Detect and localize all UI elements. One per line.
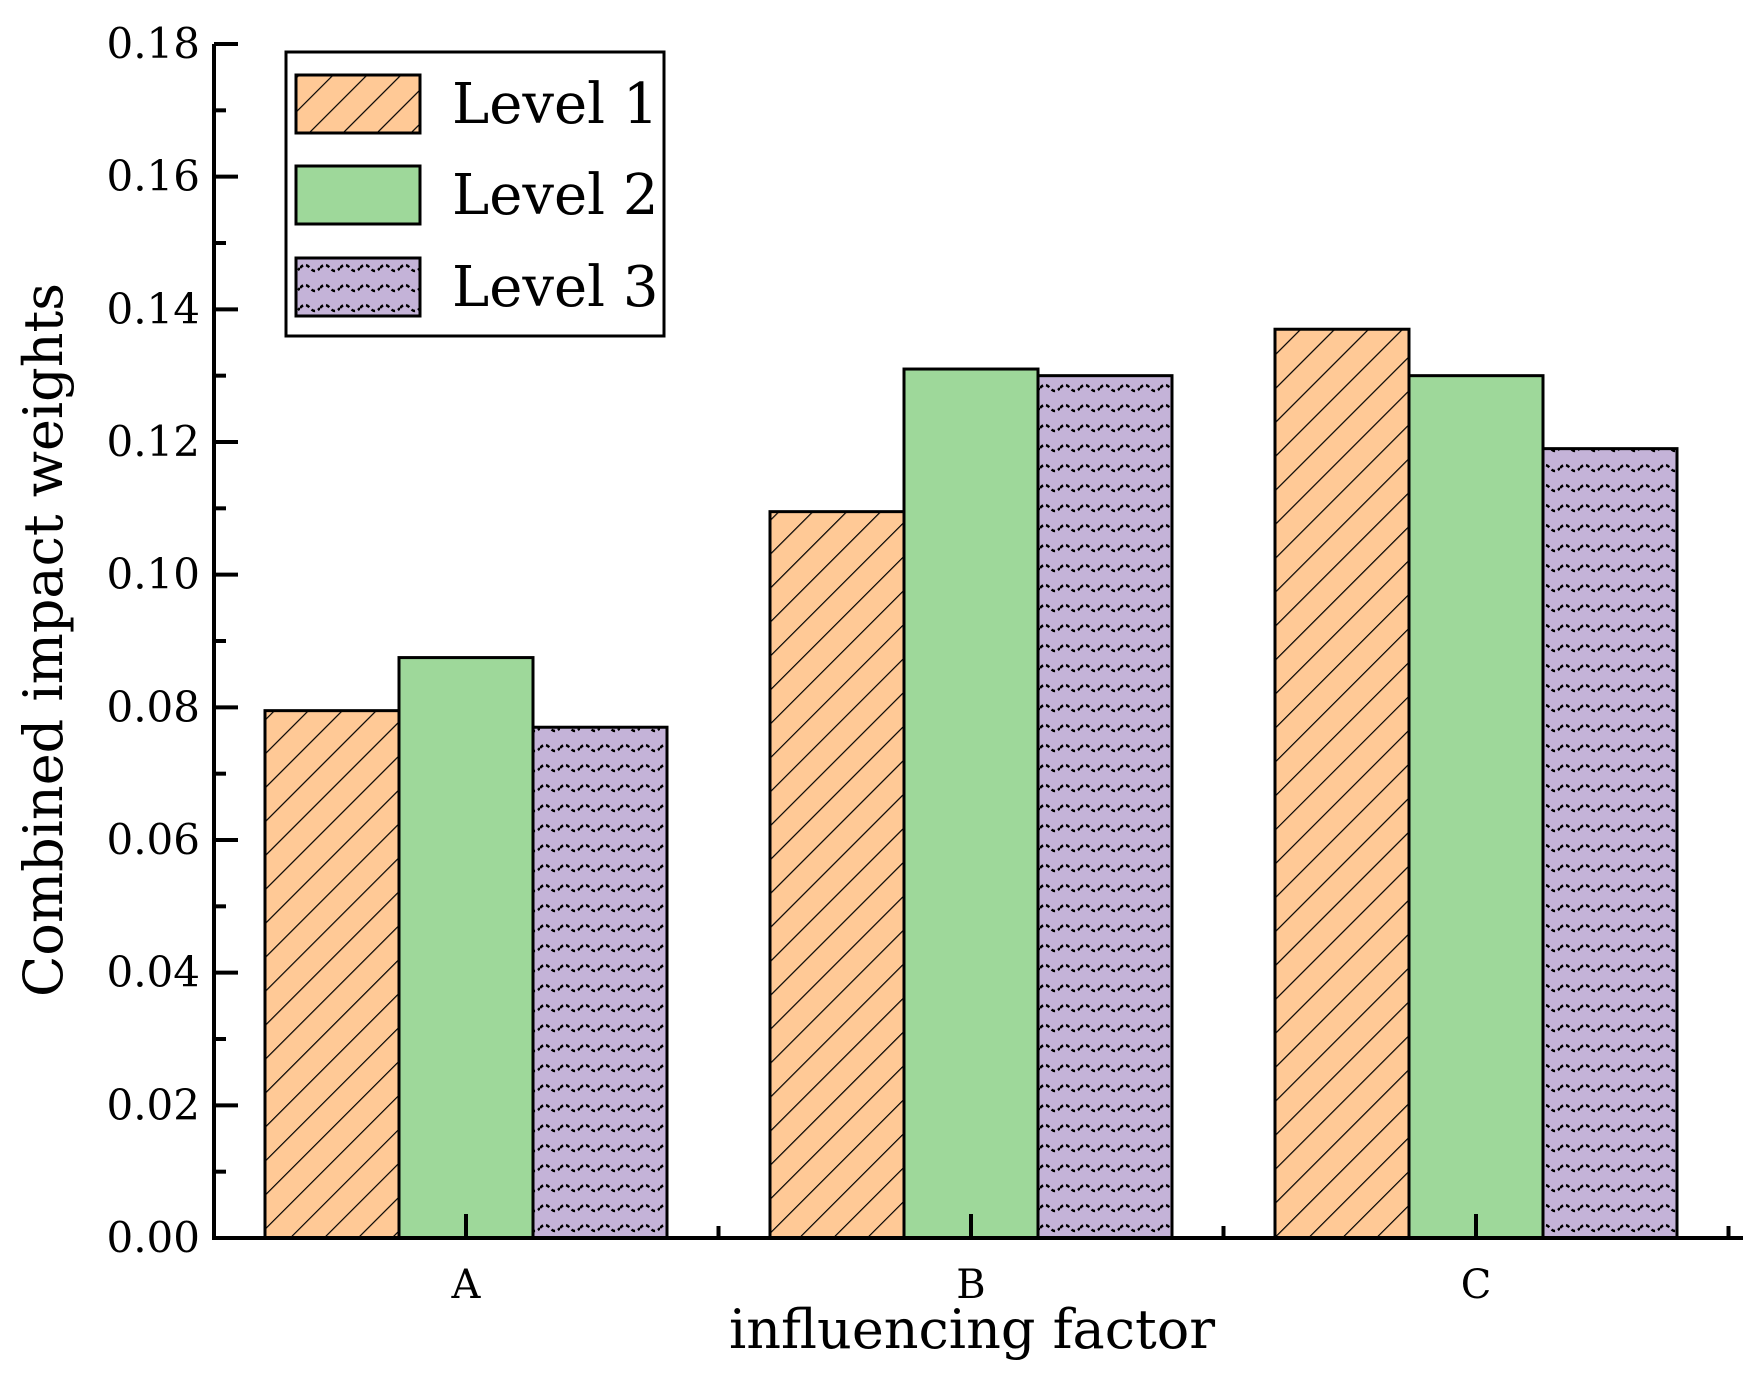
bar-c-level-1 — [1273, 327, 1411, 1240]
legend-swatch-level-1 — [294, 73, 422, 135]
y-tick-label: 0.18 — [106, 19, 200, 68]
legend-label-level-1: Level 1 — [452, 72, 658, 137]
y-tick-label: 0.02 — [106, 1080, 200, 1129]
bar-group — [263, 327, 1679, 1240]
y-tick-label: 0.12 — [106, 417, 200, 466]
bar-b-level-3 — [1036, 374, 1174, 1240]
legend-label-level-2: Level 2 — [452, 163, 658, 228]
bar-b-level-2 — [902, 367, 1040, 1240]
x-axis-title: influencing factor — [729, 1298, 1215, 1361]
legend: Level 1 Level 2 Level 3 — [284, 50, 666, 338]
x-tick-label: C — [1461, 1262, 1492, 1308]
x-tick-label: B — [956, 1262, 985, 1308]
y-tick-label: 0.16 — [106, 152, 200, 201]
plot-area: 0.00 0.02 0.04 0.06 0.08 0.10 0.12 0.14 0.16 0.18… — [106, 19, 1743, 1308]
y-tick-label: 0.10 — [106, 550, 200, 599]
bar-c-level-2 — [1407, 374, 1545, 1240]
x-axis: A B C — [212, 1214, 1743, 1308]
y-tick-label: 0.14 — [106, 284, 200, 333]
legend-swatch-level-3 — [294, 256, 422, 318]
y-axis-title: Combined impact weights — [12, 283, 75, 997]
y-tick-label: 0.00 — [106, 1213, 200, 1262]
legend-label-level-3: Level 3 — [452, 255, 658, 320]
y-axis: 0.00 0.02 0.04 0.06 0.08 0.10 0.12 0.14 0.16 0.18 — [106, 19, 238, 1262]
x-tick-label: A — [451, 1262, 482, 1308]
bar-c-level-3 — [1541, 447, 1679, 1240]
bar-b-level-1 — [768, 510, 906, 1240]
bar-a-level-3 — [531, 725, 669, 1240]
bar-a-level-1 — [263, 709, 401, 1240]
legend-swatch-level-2 — [294, 164, 422, 226]
y-tick-label: 0.04 — [106, 948, 200, 997]
y-tick-label: 0.08 — [106, 682, 200, 731]
y-tick-label: 0.06 — [106, 815, 200, 864]
bar-a-level-2 — [397, 656, 535, 1240]
